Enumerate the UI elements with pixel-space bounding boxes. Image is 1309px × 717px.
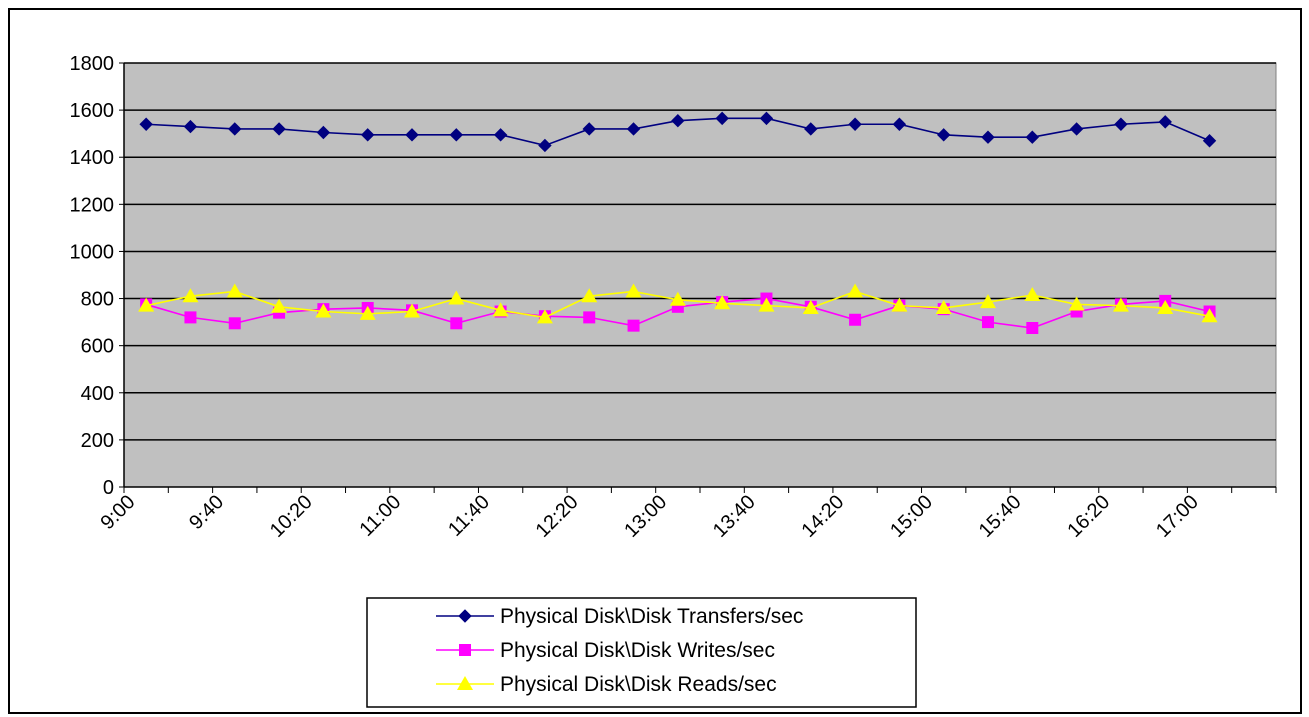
x-tick-label: 11:40 [444, 491, 494, 541]
y-tick-label: 600 [81, 336, 114, 358]
series-transfers-point [272, 122, 286, 136]
series-transfers-point [1114, 117, 1128, 131]
series-transfers-point [493, 128, 508, 142]
series-reads-point [1157, 299, 1174, 314]
series-writes-point [450, 317, 463, 330]
legend-point [459, 644, 471, 656]
series-transfers-point [715, 111, 729, 126]
series-reads-point [359, 305, 376, 320]
series-reads-point [448, 290, 465, 305]
legend-label: Physical Disk\Disk Transfers/sec [500, 605, 803, 628]
series-reads [138, 283, 1218, 324]
legend-item-writes: Physical Disk\Disk Writes/sec [436, 639, 775, 662]
y-tick-labels: 0 200 400 600 800 1000 1200 1400 1600 1800 [70, 53, 115, 499]
series-transfers-point [1025, 130, 1040, 144]
series-transfers-point [626, 122, 641, 136]
series-transfers-point [892, 117, 907, 131]
x-tick-label: 15:00 [886, 491, 937, 542]
y-tick-label: 1000 [70, 241, 115, 263]
series-transfers-point [1069, 122, 1084, 136]
series-reads-point [404, 303, 420, 318]
legend-item-transfers: Physical Disk\Disk Transfers/sec [436, 605, 803, 628]
series-reads-point [182, 288, 199, 303]
series-transfers-point [804, 122, 818, 136]
y-tick-label: 400 [81, 383, 114, 405]
series-reads-point [1068, 296, 1085, 311]
series-reads-point [226, 283, 243, 298]
x-tick-label: 13:00 [620, 491, 671, 542]
y-tick-label: 1400 [70, 147, 115, 169]
series-transfers-point [183, 119, 198, 134]
series-transfers-point [981, 130, 995, 144]
series-reads-point [492, 302, 509, 317]
x-tick-label: 13:40 [709, 491, 760, 542]
series-transfers-point [139, 117, 153, 131]
series-writes-point [982, 316, 994, 329]
legend-point [458, 609, 472, 623]
legend-label: Physical Disk\Disk Writes/sec [500, 639, 775, 662]
plot-area [123, 62, 1277, 488]
series-reads-point [714, 295, 731, 310]
series-reads-point [315, 303, 332, 318]
series-reads-point [625, 283, 642, 298]
series-reads-point [271, 298, 288, 313]
series-reads-point [935, 299, 952, 314]
series-reads-point [581, 288, 598, 303]
series-transfers-point [582, 122, 596, 136]
series-transfers [139, 111, 1217, 153]
series-writes-point [583, 311, 596, 324]
series-writes-point [228, 317, 241, 330]
x-tick-label: 17:00 [1152, 491, 1203, 542]
y-tick-label: 800 [81, 289, 114, 311]
series-reads-point [1024, 287, 1041, 302]
x-tick-label: 12:20 [532, 491, 583, 542]
series-reads-point [1201, 308, 1218, 323]
series-transfers-point [405, 128, 419, 142]
series-reads-point [669, 291, 686, 306]
gridlines [119, 62, 1276, 488]
y-tick-label: 200 [81, 430, 114, 452]
series-transfers-point [538, 138, 552, 153]
x-tick-label: 14:20 [798, 491, 849, 542]
series-transfers-point [848, 117, 862, 131]
series-transfers-point [449, 128, 464, 142]
series-reads-point [802, 299, 819, 314]
legend: Physical Disk\Disk Transfers/sec Physical… [366, 597, 917, 708]
series-transfers-point [671, 114, 685, 128]
series-writes-point [627, 319, 640, 332]
series-reads-point [536, 309, 553, 324]
series-transfers-point [936, 128, 951, 142]
x-tick-label: 15:40 [975, 491, 1026, 542]
series-writes-point [1026, 322, 1039, 334]
x-tick-label: 9:40 [185, 491, 228, 534]
x-tick-labels: 9:00 9:40 10:20 11:00 11:40 12:20 13:00 13:40 14… [96, 491, 1202, 542]
series-transfers-point [1158, 115, 1172, 129]
x-tick-label: 16:20 [1063, 491, 1114, 542]
legend-label: Physical Disk\Disk Reads/sec [500, 673, 777, 696]
axes [123, 63, 1277, 493]
series-transfers-point [759, 111, 774, 126]
y-tick-label: 1600 [70, 100, 115, 122]
x-tick-label: 11:00 [355, 491, 405, 541]
series-transfers-point [1202, 134, 1217, 148]
y-tick-label: 0 [103, 477, 114, 499]
x-tick-label: 10:20 [266, 491, 317, 542]
series-reads-point [138, 297, 155, 312]
series-reads-point [980, 294, 996, 309]
y-tick-label: 1800 [70, 53, 115, 75]
series-transfers-point [360, 128, 375, 142]
y-tick-label: 1200 [70, 194, 115, 216]
series-transfers-point [316, 125, 331, 140]
series-reads-point [891, 297, 908, 312]
series-reads-point [758, 297, 775, 312]
series-group [138, 111, 1218, 334]
series-transfers-point [228, 122, 242, 136]
series-writes-point [849, 313, 862, 326]
series-writes-point [184, 311, 197, 324]
series-reads-point [1112, 297, 1129, 312]
series-reads-point [847, 283, 864, 298]
legend-point [457, 676, 473, 690]
legend-item-reads: Physical Disk\Disk Reads/sec [436, 673, 777, 696]
